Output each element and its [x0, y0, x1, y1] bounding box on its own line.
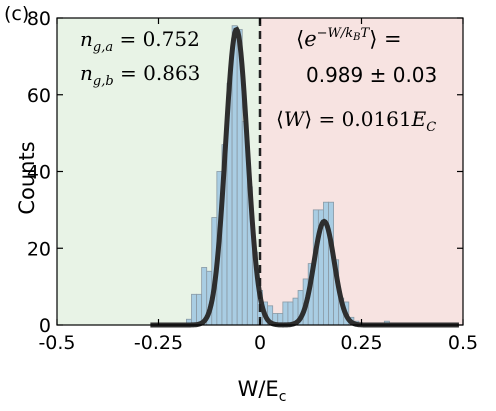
x-tick-label: 0.25 [340, 332, 382, 354]
histogram-bar [282, 301, 289, 326]
x-tick-label: -0.25 [134, 332, 183, 354]
y-tick-label: 80 [27, 8, 51, 30]
jarzynski-annotation: ⟨e−W/kBT⟩ = 0.989 ± 0.03 ⟨W⟩ = 0.0161EC [276, 26, 437, 135]
mean-work-label: ⟨W⟩ = 0.0161EC [276, 107, 436, 135]
y-tick-label: 40 [27, 162, 51, 184]
y-tick-label: 20 [27, 238, 51, 260]
y-tick-label: 0 [39, 315, 51, 337]
x-axis-label: W/Ec [238, 377, 287, 405]
x-tick-label: 0.5 [448, 332, 478, 354]
ng-a-label: ng,a = 0.752 [80, 27, 200, 55]
gate-charge-annotation: ng,a = 0.752 ng,b = 0.863 [80, 27, 200, 89]
histogram-bar [287, 301, 294, 326]
histogram-bar [191, 293, 197, 326]
jarzynski-label-line2: 0.989 ± 0.03 [306, 63, 437, 87]
histogram-bars [180, 25, 390, 326]
histogram-bar [196, 293, 203, 326]
right-region-shading [260, 18, 463, 325]
x-tick-label: -0.5 [38, 332, 75, 354]
x-tick-label: 0 [254, 332, 266, 354]
x-axis-ticks: -0.5 -0.25 0 0.25 0.5 [38, 18, 478, 354]
panel-label: (c) [4, 3, 29, 25]
y-axis-label: Counts [15, 141, 39, 214]
y-axis-ticks: 0 20 40 60 80 [27, 8, 463, 337]
y-tick-label: 60 [27, 85, 51, 107]
